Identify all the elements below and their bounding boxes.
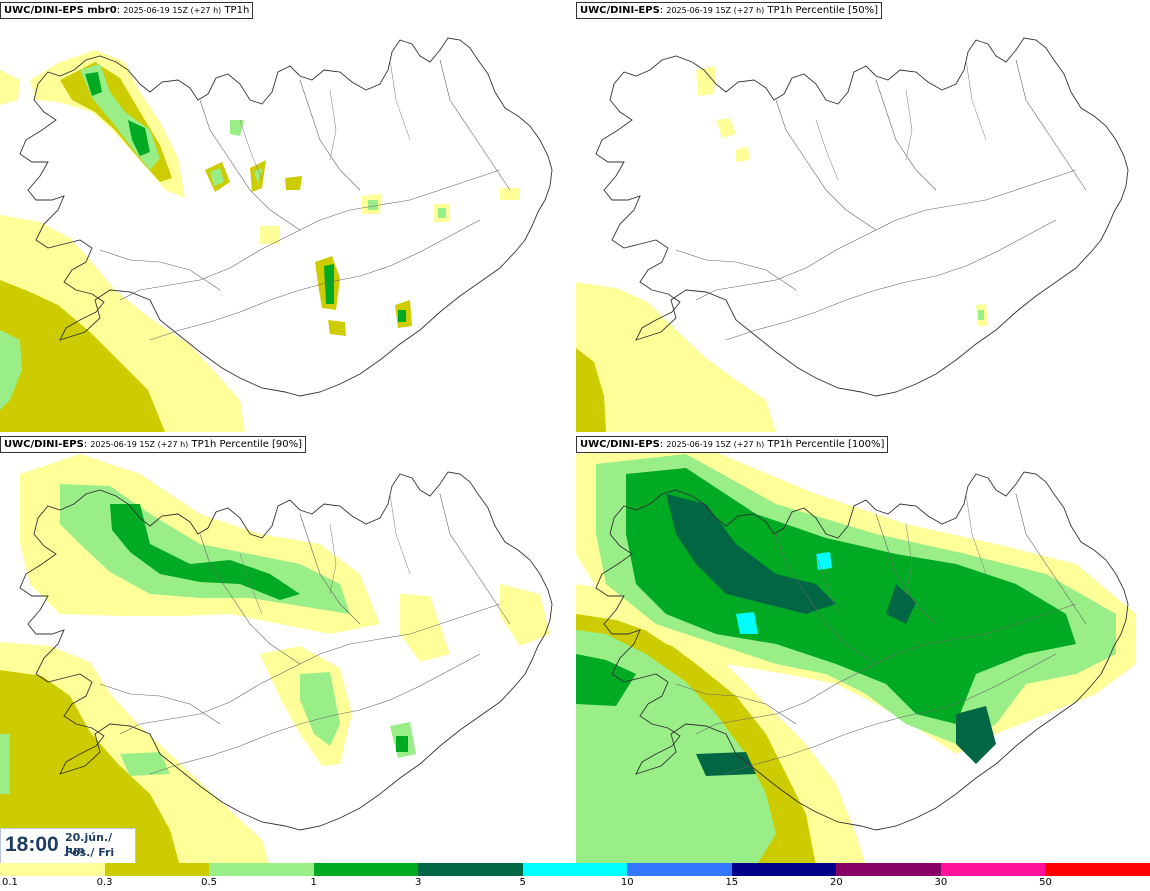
color-scale-segment (209, 863, 315, 876)
panel-title: UWC/DINI-EPS: 2025-06-19 15Z (+27 h) TP1… (0, 436, 307, 453)
color-scale-segment (104, 863, 210, 876)
map-panel-mbr0: UWC/DINI-EPS mbr0: 2025-06-19 15Z (+27 h… (0, 0, 574, 432)
color-scale-segment (1045, 863, 1150, 876)
color-scale-label: 5 (519, 877, 526, 888)
color-scale-label: 10 (620, 877, 634, 888)
valid-date: 20.jún./ Jun (65, 831, 113, 857)
color-scale-label: 20 (829, 877, 843, 888)
color-scale-label: 1 (310, 877, 317, 888)
color-scale-segment (313, 863, 419, 876)
panel-title: UWC/DINI-EPS: 2025-06-19 15Z (+27 h) TP1… (576, 2, 883, 19)
field-name: TP1h Percentile [50%] (767, 5, 879, 16)
run-time: 2025-06-19 15Z (+27 h) (666, 440, 765, 449)
color-scale-segment (731, 863, 837, 876)
map-panel-p90: UWC/DINI-EPS: 2025-06-19 15Z (+27 h) TP1… (0, 434, 574, 866)
color-scale-segment (0, 863, 106, 876)
color-scale-segment (940, 863, 1046, 876)
color-scale-label: 3 (414, 877, 422, 888)
precip-map (576, 444, 1136, 866)
field-name: TP1h Percentile [100%] (767, 439, 885, 450)
color-scale-labels: 0.1 0.3 0.5 1 3 5 10 15 20 30 50 (0, 876, 1150, 891)
run-time: 2025-06-19 15Z (+27 h) (90, 440, 189, 449)
run-time: 2025-06-19 15Z (+27 h) (123, 6, 222, 15)
run-time: 2025-06-19 15Z (+27 h) (666, 6, 765, 15)
valid-clock: 18:00 (5, 833, 59, 856)
precip-map (0, 454, 553, 866)
model-name: UWC/DINI-EPS (580, 439, 660, 450)
precip-map (576, 37, 1129, 432)
color-scale-segment (627, 863, 733, 876)
color-scale-label: 0.5 (201, 877, 218, 888)
color-scale-label: 15 (725, 877, 739, 888)
color-scale-label: 50 (1039, 877, 1052, 888)
precip-map (0, 37, 553, 432)
color-scale-segment (418, 863, 524, 876)
map-panel-p50: UWC/DINI-EPS: 2025-06-19 15Z (+27 h) TP1… (576, 0, 1150, 432)
model-name: UWC/DINI-EPS (4, 439, 84, 450)
valid-weekday: Fös./ Fri (65, 846, 115, 859)
panel-title: UWC/DINI-EPS mbr0: 2025-06-19 15Z (+27 h… (0, 2, 254, 19)
color-scale-segment (522, 863, 628, 876)
color-scale-label: 0.3 (96, 877, 113, 888)
panel-title: UWC/DINI-EPS: 2025-06-19 15Z (+27 h) TP1… (576, 436, 889, 453)
color-scale-label: 30 (934, 877, 948, 888)
color-scale-bar (0, 863, 1150, 876)
field-name: TP1h Percentile [90%] (191, 439, 303, 450)
map-panel-p100: UWC/DINI-EPS: 2025-06-19 15Z (+27 h) TP1… (576, 434, 1150, 866)
model-name: UWC/DINI-EPS (580, 5, 660, 16)
panel-divider (0, 432, 1150, 434)
model-name: UWC/DINI-EPS mbr0 (4, 5, 117, 16)
field-name: TP1h (224, 5, 250, 16)
color-scale-segment (836, 863, 942, 876)
color-scale-label: 0.1 (2, 877, 18, 888)
valid-time-box: 18:00 20.jún./ Jun Fös./ Fri (0, 828, 136, 864)
